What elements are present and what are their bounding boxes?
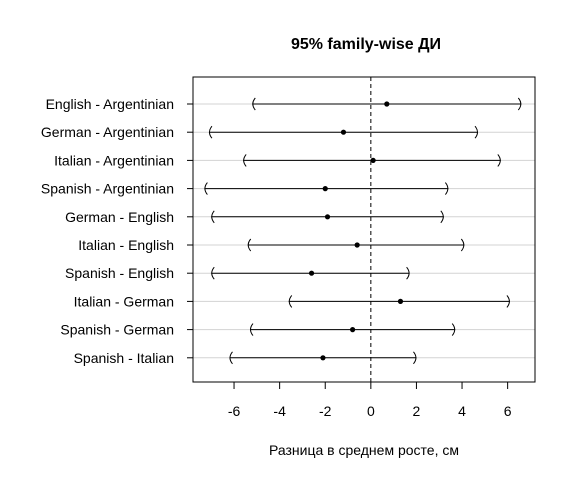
interval-lower-bracket [288, 295, 293, 308]
interval-upper-bracket [440, 210, 444, 224]
x-axis-label: Разница в среднем росте, см [269, 442, 459, 458]
estimate-point [354, 242, 360, 248]
interval [208, 125, 478, 139]
x-tick-label: 2 [413, 403, 421, 419]
estimate-point [397, 298, 404, 304]
interval-upper-bracket [506, 295, 510, 308]
interval-lower-bracket [208, 125, 213, 139]
estimate-point [350, 327, 356, 333]
y-tick-label: Italian - German [74, 293, 174, 309]
x-tick-label: -6 [228, 403, 241, 419]
estimate-point [340, 129, 347, 135]
interval-upper-bracket [451, 323, 456, 336]
x-tick-label: 0 [367, 403, 375, 419]
interval-upper-bracket [497, 154, 501, 167]
estimate-point [322, 186, 328, 192]
interval [229, 351, 417, 365]
y-tick-label: English - Argentinian [46, 96, 174, 112]
interval-lower-bracket [204, 182, 208, 195]
y-tick-label: Italian - Argentinian [54, 152, 174, 168]
interval-lower-bracket [250, 323, 254, 336]
x-tick-label: -2 [319, 403, 332, 419]
interval [243, 154, 501, 167]
interval [247, 238, 465, 252]
y-tick-label: German - Argentinian [41, 124, 174, 140]
interval-lower-bracket [252, 97, 256, 111]
estimate-point [308, 270, 315, 276]
interval-upper-bracket [517, 97, 522, 111]
interval-series [204, 97, 522, 365]
interval [288, 295, 510, 308]
interval-lower-bracket [211, 266, 215, 280]
interval-upper-bracket [406, 266, 410, 280]
grid-lines [193, 103, 535, 359]
estimate-point [324, 214, 331, 220]
interval [250, 323, 456, 336]
y-tick-label: German - English [65, 209, 174, 225]
y-tick-label: Spanish - Argentinian [41, 181, 174, 197]
interval [252, 97, 522, 111]
x-tick-label: 4 [458, 403, 466, 419]
interval-lower-bracket [211, 210, 215, 224]
interval-upper-bracket [460, 238, 465, 252]
chart-title: 95% family-wise ДИ [291, 36, 441, 53]
interval-lower-bracket [229, 351, 233, 365]
plot-frame [192, 76, 536, 383]
y-tick-label: Spanish - Italian [74, 350, 174, 366]
interval-upper-bracket [413, 351, 417, 365]
y-tick-label: Spanish - German [60, 322, 174, 338]
x-tick-label: 6 [504, 403, 512, 419]
interval-lower-bracket [243, 154, 247, 167]
x-axis: -6 -4 -2 0 2 4 6 [228, 381, 512, 419]
interval-upper-bracket [444, 182, 449, 195]
estimate-point [370, 157, 376, 163]
interval [211, 210, 444, 224]
interval [204, 182, 449, 195]
interval [211, 266, 410, 280]
y-tick-label: Spanish - English [65, 265, 174, 281]
interval-lower-bracket [247, 238, 252, 252]
estimate-point [384, 101, 390, 107]
y-axis-labels: English - Argentinian German - Argentinia… [41, 96, 193, 366]
y-tick-label: Italian - English [78, 237, 174, 253]
estimate-point [320, 355, 326, 361]
x-tick-label: -4 [273, 403, 286, 419]
interval-upper-bracket [474, 125, 478, 139]
